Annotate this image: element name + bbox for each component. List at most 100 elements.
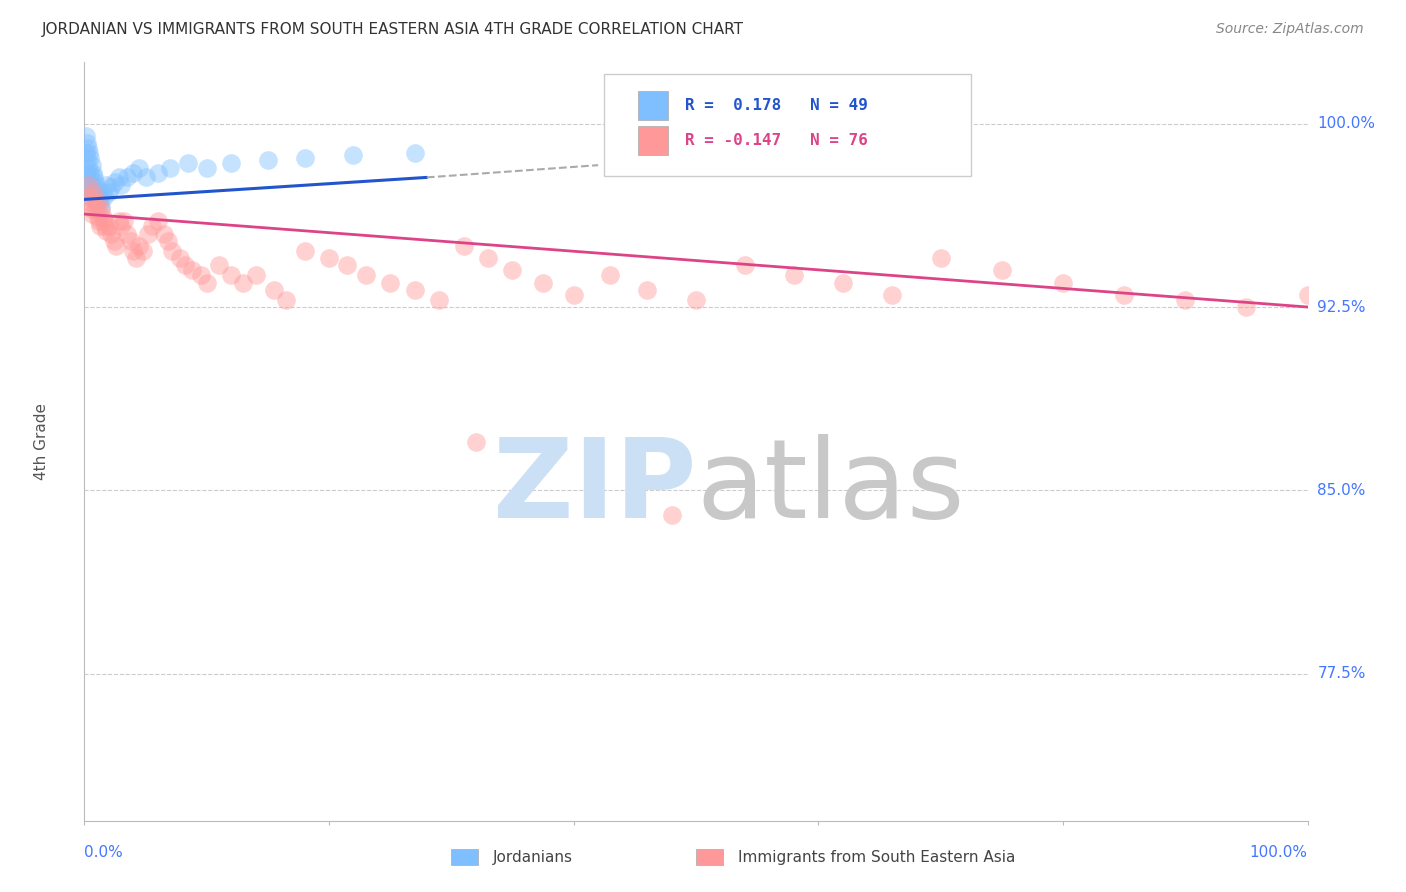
Point — [76, 165, 98, 179]
Point — [96, 178, 118, 192]
Point — [685, 293, 707, 307]
FancyBboxPatch shape — [451, 848, 478, 865]
Point — [86, 194, 108, 209]
Point — [96, 224, 118, 238]
Point — [276, 293, 298, 307]
Point — [502, 263, 524, 277]
Point — [734, 259, 756, 273]
Text: 85.0%: 85.0% — [1317, 483, 1365, 498]
Point — [91, 210, 114, 224]
Text: atlas: atlas — [696, 434, 965, 541]
Point — [107, 214, 129, 228]
Point — [87, 210, 110, 224]
Point — [195, 276, 218, 290]
Point — [141, 219, 163, 234]
Point — [82, 165, 104, 179]
Point — [136, 227, 159, 241]
Point — [91, 185, 114, 199]
Point — [404, 145, 426, 160]
Point — [79, 151, 101, 165]
Point — [82, 185, 104, 199]
Text: Source: ZipAtlas.com: Source: ZipAtlas.com — [1216, 22, 1364, 37]
Text: 0.0%: 0.0% — [84, 845, 124, 860]
Point — [929, 251, 952, 265]
Point — [1174, 293, 1197, 307]
Point — [257, 153, 280, 168]
Point — [105, 239, 128, 253]
Point — [1296, 287, 1319, 301]
Point — [83, 170, 105, 185]
Point — [80, 202, 103, 217]
Point — [181, 263, 204, 277]
Point — [83, 190, 105, 204]
Point — [294, 151, 316, 165]
Point — [354, 268, 377, 283]
Text: 100.0%: 100.0% — [1317, 116, 1375, 131]
Point — [173, 259, 195, 273]
Point — [177, 155, 200, 169]
Point — [208, 259, 231, 273]
Point — [79, 194, 101, 209]
Point — [75, 128, 97, 143]
Point — [89, 194, 111, 209]
Point — [77, 178, 100, 192]
Point — [122, 244, 145, 258]
Text: R = -0.147   N = 76: R = -0.147 N = 76 — [685, 133, 868, 148]
Point — [110, 178, 132, 192]
Point — [77, 161, 100, 175]
Text: 77.5%: 77.5% — [1317, 666, 1365, 681]
Point — [115, 227, 138, 241]
Point — [110, 219, 132, 234]
Point — [87, 214, 110, 228]
Point — [80, 158, 103, 172]
Point — [103, 234, 125, 248]
Point — [195, 161, 218, 175]
Point — [125, 251, 148, 265]
FancyBboxPatch shape — [638, 91, 668, 120]
Point — [97, 185, 120, 199]
Point — [90, 200, 112, 214]
Point — [162, 244, 184, 258]
Point — [831, 276, 853, 290]
Point — [77, 141, 100, 155]
Point — [146, 214, 169, 228]
Point — [562, 287, 585, 301]
Point — [83, 190, 105, 204]
Point — [84, 202, 107, 217]
Point — [245, 268, 267, 283]
Point — [783, 268, 806, 283]
Point — [294, 244, 316, 258]
Point — [336, 259, 359, 273]
Point — [76, 136, 98, 150]
Point — [93, 190, 115, 204]
Text: 4th Grade: 4th Grade — [34, 403, 49, 480]
Point — [380, 276, 402, 290]
Point — [318, 251, 340, 265]
Point — [232, 276, 254, 290]
Point — [464, 434, 486, 449]
Text: Immigrants from South Eastern Asia: Immigrants from South Eastern Asia — [738, 849, 1015, 864]
Point — [77, 190, 100, 204]
Point — [84, 175, 107, 189]
Point — [156, 234, 179, 248]
Point — [86, 180, 108, 194]
Point — [75, 145, 97, 160]
Point — [169, 251, 191, 265]
Point — [263, 283, 285, 297]
Text: 92.5%: 92.5% — [1317, 300, 1365, 315]
Point — [128, 161, 150, 175]
Point — [94, 219, 117, 234]
Point — [342, 148, 364, 162]
Point — [93, 214, 115, 228]
Point — [132, 244, 155, 258]
Point — [153, 227, 176, 241]
Point — [120, 234, 142, 248]
Point — [79, 178, 101, 192]
FancyBboxPatch shape — [638, 126, 668, 155]
FancyBboxPatch shape — [605, 74, 972, 177]
Point — [87, 190, 110, 204]
Point — [80, 178, 103, 192]
Point — [107, 170, 129, 185]
Point — [128, 239, 150, 253]
Point — [82, 185, 104, 199]
